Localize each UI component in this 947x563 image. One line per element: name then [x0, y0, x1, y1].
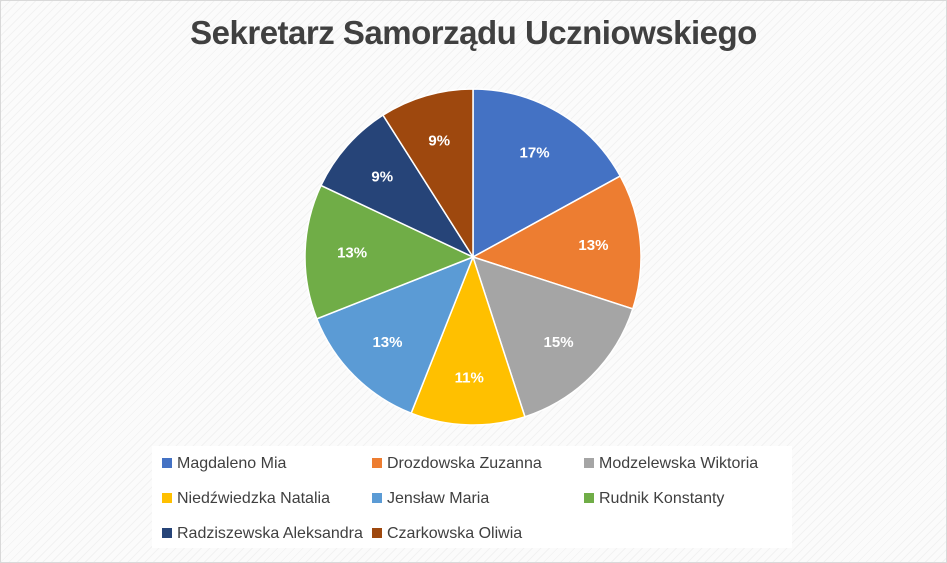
pie-slice: [471, 175, 642, 310]
legend-swatch: [372, 457, 382, 468]
data-label: 17%: [520, 144, 550, 161]
legend-swatch: [162, 527, 172, 538]
legend-label: Niedźwiedzka Natalia: [177, 490, 330, 507]
legend-label: Rudnik Konstanty: [599, 490, 725, 507]
data-label: 9%: [371, 169, 393, 186]
chart-title: Sekretarz Samorządu Uczniowskiego: [190, 14, 757, 51]
legend-label: Magdaleno Mia: [177, 455, 287, 472]
legend-swatch: [162, 457, 172, 468]
legend-swatch: [584, 492, 594, 503]
pie-slice: [319, 114, 476, 259]
legend-swatch: [372, 492, 382, 503]
legend-swatch: [372, 527, 382, 538]
data-label: 13%: [578, 237, 608, 254]
legend-label: Radziszewska Aleksandra: [177, 525, 363, 542]
pie-slice: [381, 88, 474, 260]
legend-label: Modzelewska Wiktoria: [599, 455, 759, 472]
legend-item: Magdaleno Mia: [162, 454, 286, 474]
pie-slice: [304, 184, 475, 320]
pie-slice: [315, 255, 475, 415]
pie-slice: [471, 255, 634, 418]
legend-item: Rudnik Konstanty: [584, 489, 724, 509]
legend-item: Radziszewska Aleksandra: [162, 524, 363, 544]
data-label: 13%: [372, 334, 402, 351]
legend-item: Jensław Maria: [372, 489, 489, 509]
data-label: 13%: [337, 245, 367, 262]
chart-legend: Magdaleno Mia Drozdowska Zuzanna Modzelews…: [152, 446, 792, 548]
legend-label: Czarkowska Oliwia: [387, 525, 523, 542]
pie-slice: [472, 88, 622, 259]
data-label: 11%: [455, 369, 484, 386]
data-label: 15%: [544, 334, 574, 351]
legend-item: Modzelewska Wiktoria: [584, 454, 758, 474]
legend-label: Drozdowska Zuzanna: [387, 455, 542, 472]
legend-swatch: [584, 457, 594, 468]
legend-item: Czarkowska Oliwia: [372, 524, 522, 544]
pie-slice: [410, 254, 526, 426]
data-label: 9%: [428, 132, 450, 149]
legend-swatch: [162, 492, 172, 503]
legend-label: Jensław Maria: [387, 490, 490, 507]
legend-item: Niedźwiedzka Natalia: [162, 489, 330, 509]
legend-item: Drozdowska Zuzanna: [372, 454, 542, 474]
